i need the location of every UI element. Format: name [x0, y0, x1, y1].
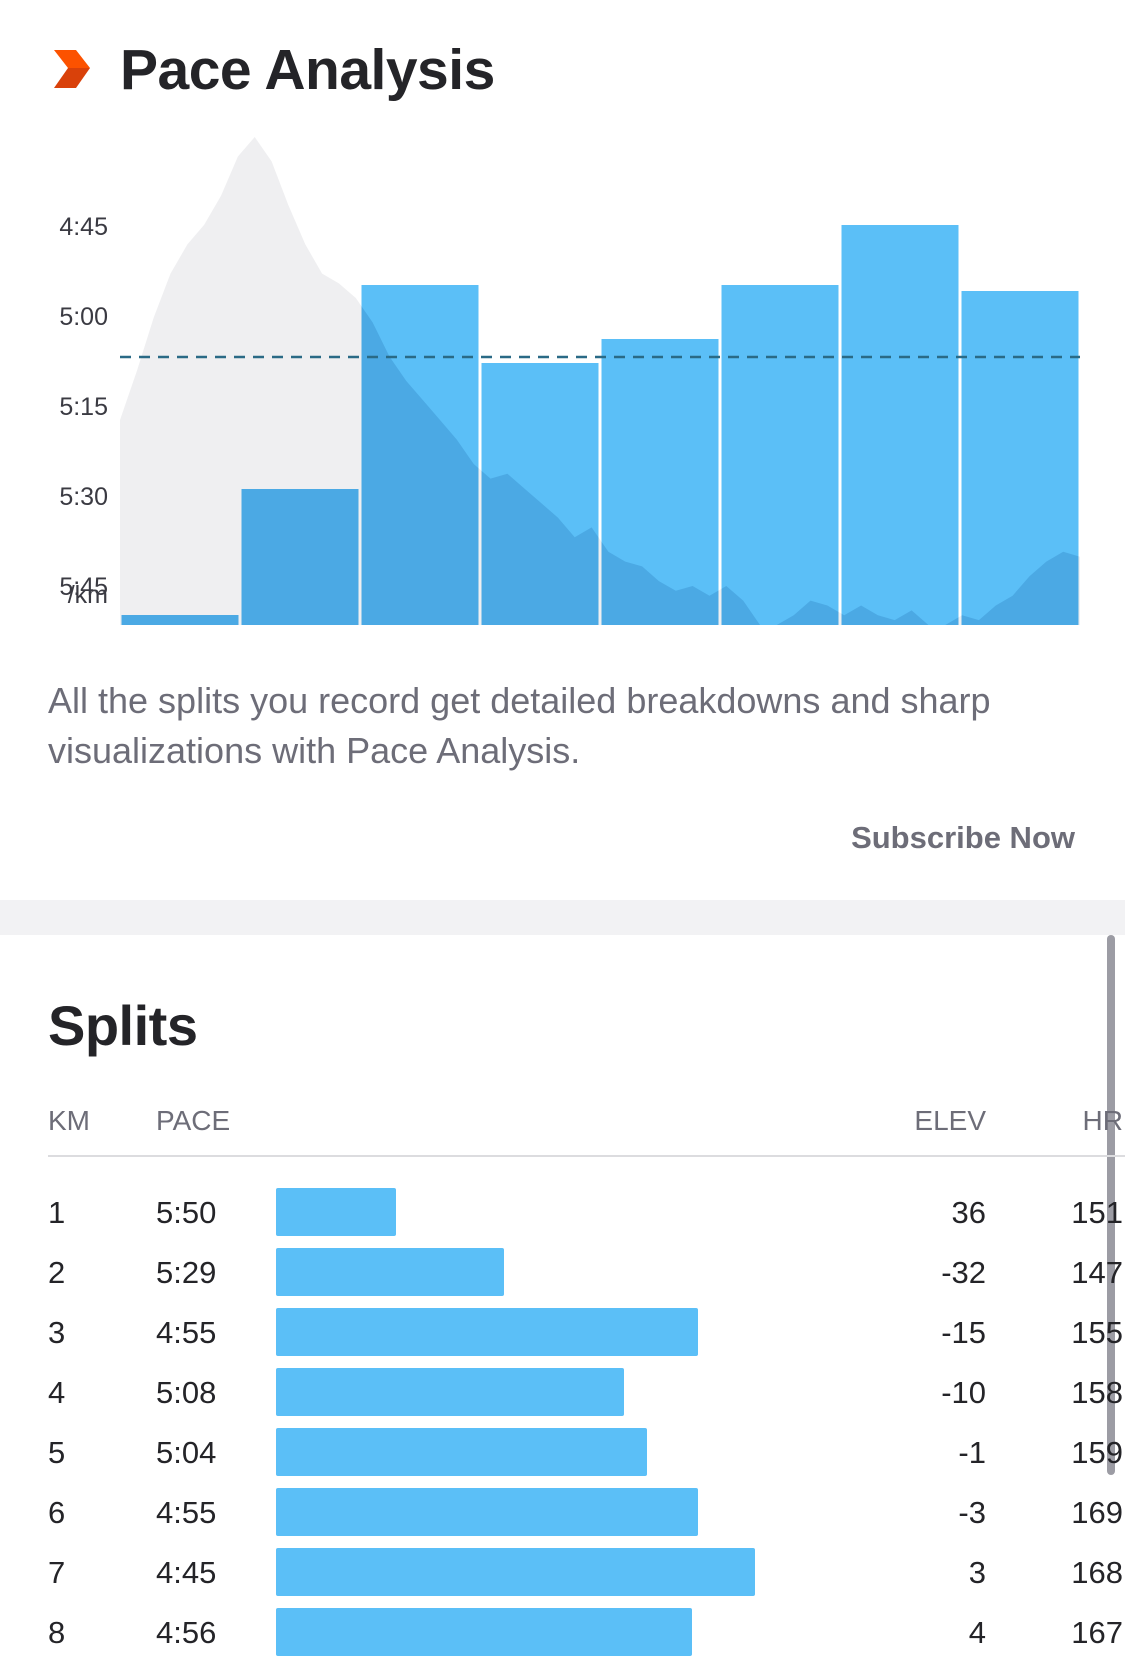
split-km: 4	[48, 1375, 66, 1410]
split-pace: 4:56	[156, 1615, 217, 1650]
split-elev: -32	[941, 1255, 986, 1290]
split-pace-bar	[276, 1188, 396, 1236]
split-row: 5 5:04 -1 159	[48, 1425, 1123, 1485]
split-row: 1 5:50 36 151	[48, 1185, 1123, 1245]
split-km: 1	[48, 1195, 66, 1230]
y-tick-label: 5:15	[59, 393, 108, 421]
split-hr: 158	[1071, 1375, 1123, 1410]
split-row: 7 4:45 3 168	[48, 1545, 1123, 1605]
split-elev: 36	[951, 1195, 986, 1230]
splits-section: Splits KM PACE ELEV HR 1 5:50 36 151 2 5:29 -3…	[0, 935, 1125, 1677]
pace-bar-km-7	[841, 225, 959, 625]
y-tick-label: 4:45	[59, 213, 108, 241]
splits-title: Splits	[48, 994, 198, 1057]
scrollbar[interactable]	[1107, 935, 1115, 1475]
split-hr: 159	[1071, 1435, 1123, 1470]
split-elev: 4	[968, 1615, 986, 1650]
split-pace-bar	[276, 1428, 647, 1476]
split-pace: 4:55	[156, 1495, 217, 1530]
split-hr: 169	[1071, 1495, 1123, 1530]
split-pace-bar	[276, 1488, 698, 1536]
elevation-overlay-km-1	[121, 615, 239, 625]
pace-chart: 4:45 5:00 5:15 5:30 5:45/km	[59, 137, 1080, 625]
split-km: 3	[48, 1315, 66, 1350]
split-row: 4 5:08 -10 158	[48, 1365, 1123, 1425]
pace-analysis-section: Pace Analysis 4:45 5:00 5:15 5:30 5:45/km Al…	[48, 38, 1080, 855]
split-km: 8	[48, 1615, 66, 1650]
split-km: 2	[48, 1255, 66, 1290]
split-elev: -10	[941, 1375, 986, 1410]
y-tick-label: 5:45	[59, 573, 108, 601]
split-elev: -15	[941, 1315, 986, 1350]
page-title: Pace Analysis	[120, 38, 495, 102]
split-row: 6 4:55 -3 169	[48, 1485, 1123, 1545]
split-pace: 5:29	[156, 1255, 217, 1290]
split-hr: 151	[1071, 1195, 1123, 1230]
subscribe-now-link[interactable]: Subscribe Now	[851, 820, 1075, 855]
split-pace-bar	[276, 1368, 624, 1416]
y-tick-label: 5:30	[59, 483, 108, 511]
column-header-elev: ELEV	[914, 1105, 986, 1136]
elevation-overlay-km-2	[241, 489, 359, 625]
split-row: 2 5:29 -32 147	[48, 1245, 1123, 1305]
split-elev: 3	[968, 1555, 986, 1590]
split-pace-bar	[276, 1548, 755, 1596]
pace-analysis-header: Pace Analysis	[50, 38, 495, 102]
y-tick-label: 5:00	[59, 303, 108, 331]
y-unit-label: /km	[68, 581, 108, 609]
elevation-area	[120, 137, 1080, 625]
splits-table-header: KM PACE ELEV HR	[48, 1105, 1125, 1157]
section-divider	[0, 900, 1125, 935]
split-hr: 168	[1071, 1555, 1123, 1590]
column-header-km: KM	[48, 1105, 90, 1136]
split-hr: 147	[1071, 1255, 1123, 1290]
split-pace: 4:55	[156, 1315, 217, 1350]
split-pace-bar	[276, 1608, 692, 1656]
split-km: 7	[48, 1555, 66, 1590]
split-pace-bar	[276, 1308, 698, 1356]
orange-chevron-icon	[54, 50, 90, 88]
column-header-pace: PACE	[156, 1105, 231, 1136]
split-pace: 5:04	[156, 1435, 217, 1470]
split-pace-bar	[276, 1248, 504, 1296]
split-row: 3 4:55 -15 155	[48, 1305, 1123, 1365]
split-km: 6	[48, 1495, 66, 1530]
split-hr: 155	[1071, 1315, 1123, 1350]
split-elev: -1	[958, 1435, 986, 1470]
pace-bar-km-6	[721, 285, 839, 625]
column-header-hr: HR	[1082, 1105, 1123, 1136]
split-pace: 4:45	[156, 1555, 217, 1590]
split-elev: -3	[958, 1495, 986, 1530]
split-hr: 167	[1071, 1615, 1123, 1650]
split-km: 5	[48, 1435, 66, 1470]
split-pace: 5:50	[156, 1195, 217, 1230]
split-pace: 5:08	[156, 1375, 217, 1410]
split-row: 8 4:56 4 167	[48, 1605, 1123, 1665]
pace-description: All the splits you record get detailed b…	[48, 680, 991, 771]
